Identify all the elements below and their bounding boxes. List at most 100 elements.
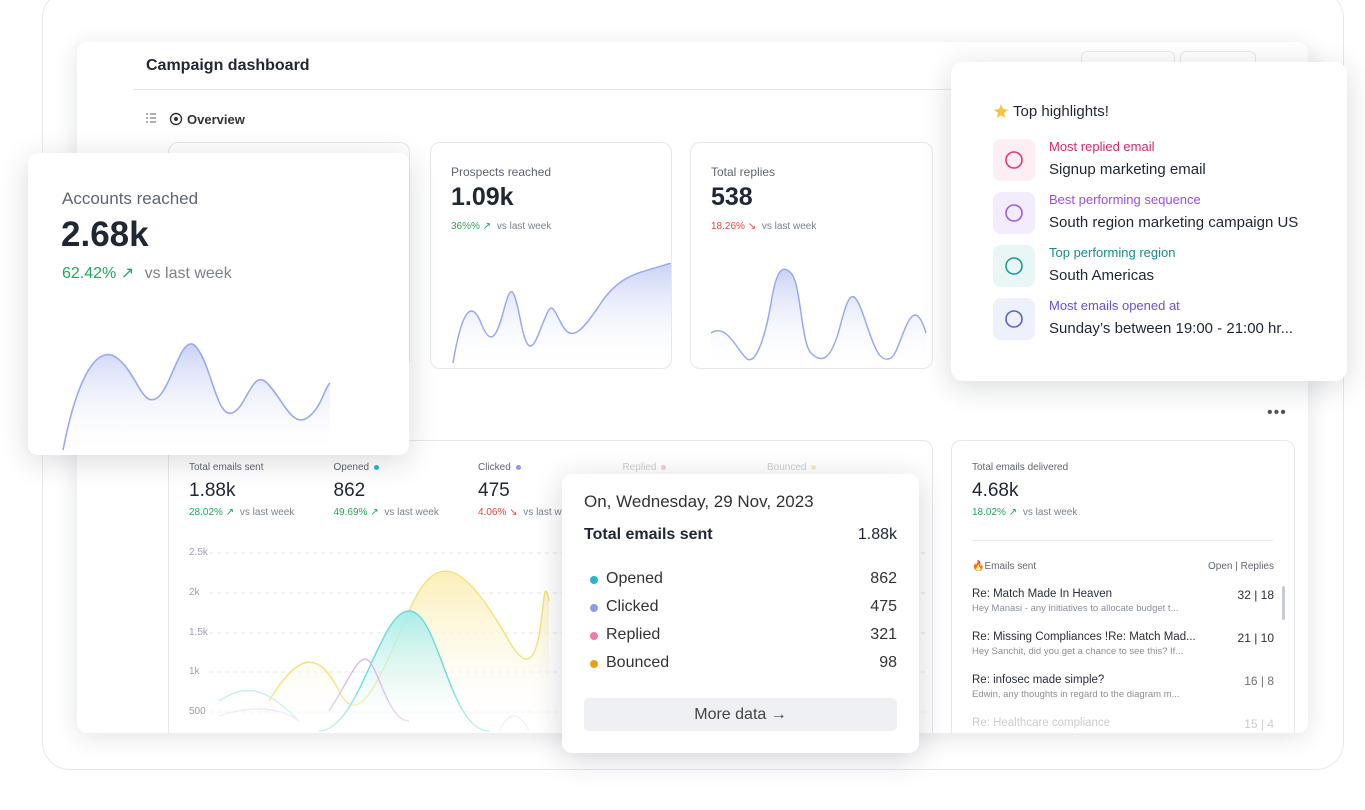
email-subject: Re: Match Made In Heaven	[972, 588, 1112, 600]
metric-dot	[515, 464, 521, 470]
highlight-icon	[993, 192, 1035, 234]
separator	[133, 89, 953, 90]
email-stats: 16 | 8	[1244, 674, 1274, 688]
metric-label: Bounced	[767, 462, 817, 473]
metric-dot	[374, 464, 380, 470]
legend-dot	[590, 604, 598, 612]
metric-change: 4.06% ↘ vs last week	[478, 507, 578, 518]
metric-compare: vs last week	[239, 507, 295, 518]
legend-dot	[590, 576, 598, 584]
kpi-card: Prospects reached 1.09k 36%% ↗ vs last w…	[430, 142, 672, 369]
email-subject: Re: Healthcare compliance	[972, 717, 1111, 729]
icon-glyph	[1005, 204, 1023, 222]
y-tick-label: 500	[189, 706, 206, 718]
metric-compare: vs last week	[384, 507, 439, 518]
list-title: Emails sent	[984, 561, 1037, 572]
highlight-label: Most emails opened at	[1049, 298, 1180, 313]
metric-dot	[811, 464, 817, 470]
icon-glyph	[1005, 151, 1023, 169]
kpi-label: Accounts reached	[62, 189, 199, 208]
tooltip: On, Wednesday, 29 Nov, 2023 Total emails…	[562, 474, 919, 753]
tab[interactable]: Overview	[187, 112, 245, 127]
tooltip-total-value: 1.88k	[857, 526, 897, 543]
metric-label: Total emails sent	[189, 462, 264, 473]
legend-dot	[590, 632, 598, 640]
sparkline	[711, 268, 927, 368]
arrow: ↗	[222, 507, 237, 518]
metric-value: 475	[478, 480, 510, 501]
kpi-value: 2.68k	[61, 215, 149, 254]
y-tick-label: 2.5k	[189, 547, 208, 558]
kpi-change: 36%%	[451, 221, 480, 232]
list-title: 🔥Emails sent	[972, 561, 1037, 572]
row-value: 475	[870, 598, 897, 615]
scrollbar	[1282, 586, 1285, 620]
kpi-value: 538	[711, 183, 753, 211]
overview-icon	[169, 112, 183, 126]
highlights-card: Top highlights! Most replied email Signup…	[951, 62, 1347, 381]
delivered-card: Total emails delivered 4.68k 18.02% ↗ vs…	[951, 440, 1295, 733]
delivered-value: 4.68k	[972, 480, 1019, 501]
arrow: ↘	[506, 507, 521, 518]
metric-compare: vs last week	[523, 507, 578, 518]
highlight-icon	[993, 298, 1035, 340]
accounts-card: Accounts reached 2.68k 62.42% ↗ vs last …	[28, 153, 409, 455]
kpi-compare: vs last week	[496, 221, 552, 232]
kpi-change: 18.26% ↘ vs last week	[711, 221, 817, 232]
button-label: More data	[694, 706, 767, 723]
email-preview: Edwin, any thoughts in regard to the dia…	[972, 689, 1180, 700]
kpi-card: Total replies 538 18.26% ↘ vs last week	[690, 142, 933, 369]
highlight-icon	[993, 245, 1035, 287]
row-label: Clicked	[606, 598, 659, 615]
list-icon	[146, 113, 156, 123]
tooltip-date: On, Wednesday, 29 Nov, 2023	[584, 492, 814, 511]
metric-label: Clicked	[478, 462, 521, 473]
icon-glyph	[1005, 310, 1023, 328]
delivered-compare: vs last week	[1022, 507, 1078, 518]
metric-label: Replied	[623, 462, 667, 473]
row-label: Bounced	[606, 654, 670, 671]
kpi-change: 18.26%	[711, 221, 745, 232]
email-preview: Hey Sanchit, did you get a chance to see…	[972, 646, 1184, 657]
highlight-icon	[993, 139, 1035, 181]
icon-glyph	[1005, 257, 1023, 275]
metric-change: 4.06%	[478, 507, 507, 518]
more-data-button[interactable]: More data →	[584, 698, 897, 731]
kpi-change: 36%% ↗ vs last week	[451, 221, 552, 232]
metric-change: 28.02% ↗ vs last week	[189, 507, 294, 518]
metric-label: Opened	[334, 462, 380, 473]
kpi-label: Total replies	[711, 165, 776, 179]
tooltip-total-label: Total emails sent	[584, 526, 713, 543]
row-value: 321	[870, 626, 897, 643]
highlight-label: Best performing sequence	[1049, 192, 1201, 207]
highlight-value: Signup marketing email	[1049, 161, 1206, 178]
highlight-value: Sunday’s between 19:00 - 21:00 hr...	[1049, 320, 1294, 337]
metric-change: 49.69%	[333, 507, 368, 518]
metric-value: 862	[333, 480, 366, 501]
highlight-value: South region marketing campaign US	[1049, 214, 1299, 231]
kpi-change: 62.42%	[62, 265, 117, 282]
legend-dot	[590, 660, 598, 668]
arrow: ↗	[367, 507, 382, 518]
kpi-compare: vs last week	[761, 221, 817, 232]
delivered-label: Total emails delivered	[972, 462, 1069, 473]
sparkline	[62, 343, 331, 455]
sparkline	[452, 263, 671, 368]
highlight-label: Top performing region	[1049, 245, 1176, 260]
email-stats: 21 | 10	[1237, 631, 1274, 645]
row-value: 862	[870, 570, 897, 587]
highlights-title: Top highlights!	[1013, 103, 1109, 120]
metric-value: 1.88k	[189, 480, 236, 501]
kpi-compare: vs last week	[144, 265, 232, 282]
more-menu[interactable]: •••	[1267, 404, 1287, 421]
star-icon	[994, 104, 1008, 118]
email-subject: Re: infosec made simple?	[972, 674, 1105, 686]
list-header: Open | Replies	[1208, 561, 1274, 572]
row-value: 98	[879, 654, 897, 671]
email-stats: 15 | 4	[1244, 717, 1274, 731]
y-tick-label: 1k	[189, 666, 200, 678]
row-label: Opened	[606, 570, 663, 587]
y-tick-label: 1.5k	[189, 626, 208, 638]
title: Campaign dashboard	[146, 57, 310, 74]
